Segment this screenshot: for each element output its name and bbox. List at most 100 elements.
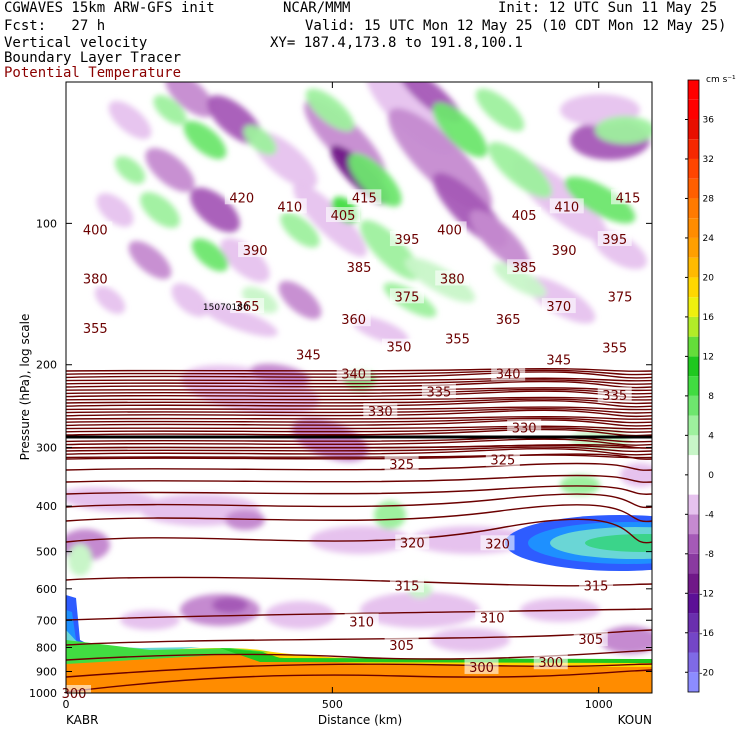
y-tick-label: 300	[36, 441, 57, 454]
theta-label-bg	[597, 387, 632, 403]
colorbar-swatch	[688, 376, 699, 396]
colorbar-swatch	[688, 297, 699, 317]
colorbar-swatch	[688, 652, 699, 673]
colorbar-tick-label: 20	[703, 273, 715, 283]
theta-label-bg	[491, 311, 526, 327]
field-vertical-velocity: Vertical velocity	[4, 35, 148, 51]
theta-label: 375	[608, 290, 633, 305]
colorbar-swatch	[688, 534, 699, 554]
colorbar-tick-label: -12	[699, 589, 714, 599]
theta-label: 405	[512, 209, 537, 224]
colorbar-tick-label: -8	[705, 550, 714, 560]
colorbar-swatch	[688, 316, 699, 337]
theta-label: 410	[554, 200, 579, 215]
colorbar-swatch	[688, 593, 699, 614]
theta-label-bg	[395, 534, 430, 550]
theta-contour	[66, 436, 652, 443]
theta-contour	[66, 453, 652, 460]
theta-contour	[66, 377, 652, 382]
theta-label-bg	[597, 339, 632, 355]
theta-label: 315	[584, 579, 609, 594]
theta-contour	[66, 576, 652, 587]
theta-contour	[66, 493, 652, 509]
theta-label-bg	[480, 535, 515, 551]
x-left-station: KABR	[66, 713, 98, 727]
theta-contour	[66, 417, 652, 424]
colorbar-swatch	[688, 613, 699, 633]
theta-label: 380	[83, 272, 108, 287]
theta-contour	[66, 669, 652, 693]
theta-contour	[66, 425, 652, 430]
theta-contour	[66, 400, 652, 408]
theta-label: 335	[426, 385, 451, 400]
theta-label-bg	[78, 221, 113, 237]
theta-label-bg	[541, 298, 576, 314]
theta-contour	[66, 367, 652, 372]
theta-label: 310	[480, 611, 505, 626]
y-axis-label: Pressure (hPa), log scale	[18, 314, 32, 461]
colorbar-swatch	[688, 553, 699, 574]
theta-contour	[66, 518, 652, 544]
theta-label: 380	[440, 272, 465, 287]
colorbar-swatch	[688, 257, 699, 278]
colorbar-swatch	[688, 415, 699, 436]
colorbar-tick-label: 24	[703, 234, 715, 244]
y-tick-label: 200	[36, 359, 57, 372]
theta-label-bg	[491, 365, 526, 381]
theta-label-bg	[78, 319, 113, 335]
theta-contour	[66, 454, 652, 459]
jet-core-blue	[505, 515, 652, 571]
plot-frame	[65, 81, 653, 694]
organization: NCAR/MMM	[283, 0, 351, 16]
colorbar-swatch	[688, 237, 699, 258]
theta-label-bg	[336, 311, 371, 327]
theta-label-bg	[579, 577, 614, 593]
theta-label: 420	[229, 191, 254, 206]
cross-section-endpoints: XY= 187.4,173.8 to 191.8,100.1	[270, 35, 523, 51]
y-tick-label: 600	[36, 583, 57, 596]
colorbar-tick-label: 28	[703, 194, 715, 204]
colorbar-swatch	[688, 395, 699, 416]
theta-label-bg	[547, 242, 582, 258]
theta-label-bg	[342, 259, 376, 275]
theta-label: 300	[469, 661, 494, 676]
colorbar-tick-label: 32	[703, 155, 714, 165]
init-time: Init: 12 UTC Sun 11 May 25	[498, 0, 718, 16]
theta-label-bg	[507, 419, 542, 435]
colorbar-swatch	[688, 573, 699, 594]
colorbar-tick-label: 12	[703, 352, 714, 362]
theta-label: 300	[538, 656, 563, 671]
theta-label-bg	[435, 270, 470, 286]
theta-contour	[66, 369, 652, 376]
x-tick-label: 1000	[585, 698, 613, 711]
theta-label-bg	[381, 338, 416, 354]
theta-contour	[66, 663, 652, 678]
theta-label-bg	[507, 259, 542, 275]
theta-label: 340	[341, 368, 366, 383]
theta-label-bg	[384, 636, 419, 652]
colorbar: -20 -16 -12 -8 -4 0 4 8 12 16 20 24 28 32 36	[685, 79, 715, 693]
y-tick-label: 900	[36, 666, 57, 679]
colorbar-tick-label: 0	[708, 471, 714, 481]
theta-label: 375	[395, 290, 420, 305]
theta-label-bg	[464, 658, 499, 674]
y-tick-label: 1000	[29, 687, 57, 700]
colorbar-tick-label: -20	[699, 668, 714, 678]
colorbar-swatch	[688, 198, 699, 219]
theta-label-bg	[611, 189, 646, 205]
theta-label-bg	[344, 613, 379, 629]
colorbar-swatch	[688, 99, 699, 120]
theta-contour	[66, 629, 652, 646]
colorbar-tick-label: 4	[708, 431, 714, 441]
theta-label: 345	[296, 348, 321, 363]
theta-label: 305	[578, 633, 603, 648]
theta-label: 310	[349, 615, 374, 630]
colorbar-swatch	[688, 514, 699, 535]
colorbar-tick-label: -4	[705, 510, 714, 520]
colorbar-tick-label: 8	[708, 392, 714, 402]
theta-contour	[66, 428, 652, 437]
colorbar-tick-label: -16	[699, 629, 714, 639]
theta-label-bg	[432, 221, 467, 237]
colorbar-swatch	[688, 80, 699, 100]
y-tick-label: 400	[36, 500, 57, 513]
